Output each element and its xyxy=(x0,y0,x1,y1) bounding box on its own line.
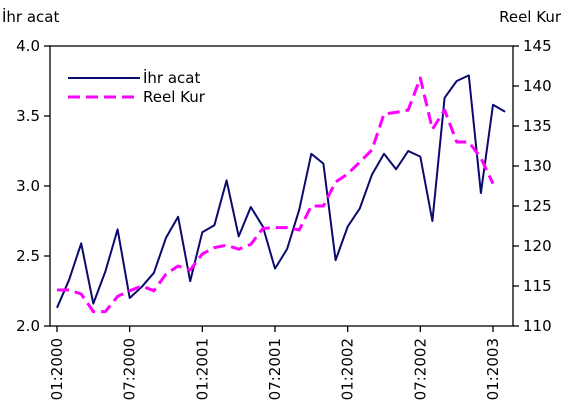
x-tick-label: 01:2001 xyxy=(193,338,211,400)
x-tick-label: 01:2003 xyxy=(484,338,502,400)
right-tick-label: 130 xyxy=(523,157,552,175)
left-axis-ticks: 2.0 2.5 3.0 3.5 4.0 xyxy=(16,37,50,335)
plot-frame xyxy=(49,45,514,327)
series-layer xyxy=(56,74,506,314)
right-axis-title: Reel Kur xyxy=(499,8,562,26)
x-tick-label: 07:2001 xyxy=(266,338,284,400)
right-tick-label: 120 xyxy=(523,237,552,255)
left-tick-label: 3.5 xyxy=(16,107,40,125)
x-axis-ticks: 01:2000 07:2000 01:2001 07:2001 01:2002 07:20… xyxy=(48,326,502,400)
legend: İhr acat Reel Kur xyxy=(68,68,206,106)
right-tick-label: 135 xyxy=(523,117,552,135)
series-line-reel-kur xyxy=(57,76,495,314)
x-tick-label: 01:2002 xyxy=(339,338,357,400)
x-tick-label: 07:2000 xyxy=(121,338,139,400)
right-tick-label: 110 xyxy=(523,317,552,335)
left-tick-label: 4.0 xyxy=(16,37,40,55)
x-tick-label: 01:2000 xyxy=(48,338,66,400)
left-tick-label: 2.0 xyxy=(16,317,40,335)
left-axis-title: İhr acat xyxy=(2,7,59,26)
right-axis-ticks: 110 115 120 125 130 135 140 145 xyxy=(513,37,552,335)
left-tick-label: 3.0 xyxy=(16,177,40,195)
right-tick-label: 145 xyxy=(523,37,552,55)
series-line-ihracat xyxy=(56,74,506,309)
legend-label-ihracat: İhr acat xyxy=(143,68,200,87)
x-tick-label: 07:2002 xyxy=(411,338,429,400)
legend-label-reel-kur: Reel Kur xyxy=(143,88,206,106)
left-tick-label: 2.5 xyxy=(16,247,40,265)
right-tick-label: 140 xyxy=(523,77,552,95)
right-tick-label: 115 xyxy=(523,277,552,295)
right-tick-label: 125 xyxy=(523,197,552,215)
